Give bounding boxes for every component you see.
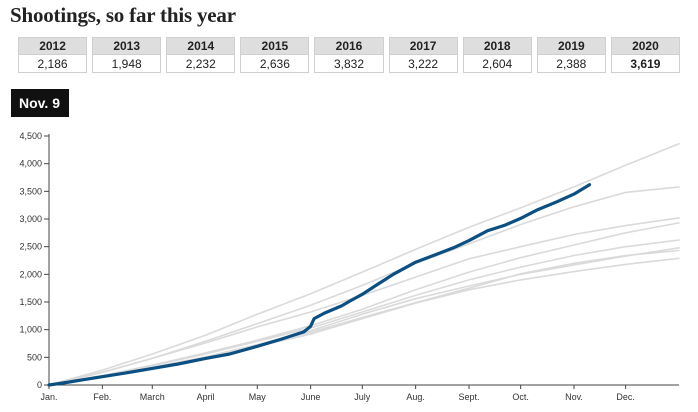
year-header-2014: 2014 <box>166 37 236 55</box>
year-total-2020: 3,619 <box>610 55 680 73</box>
x-tick-label: June <box>301 392 321 402</box>
x-tick-label: April <box>197 392 215 402</box>
y-tick-label: 0 <box>37 380 42 390</box>
x-tick-label: Feb. <box>93 392 111 402</box>
year-header-2020: 2020 <box>610 37 680 55</box>
x-tick-label: Sept. <box>458 392 479 402</box>
series-line-2017 <box>48 186 680 386</box>
series-line-2013 <box>48 257 680 386</box>
year-header-2015: 2015 <box>240 37 310 55</box>
year-total-2013: 1,948 <box>92 55 162 73</box>
shootings-line-chart: 0 500 1,000 1,500 2,000 2,500 3,000 3,500 4,000 4… <box>19 131 680 402</box>
y-tick-label: 500 <box>27 352 42 362</box>
x-tick-label: March <box>140 392 165 402</box>
table-header-row: 2012 2013 2014 2015 2016 2017 2018 2019 2020 <box>18 37 680 55</box>
y-tick-label: 4,500 <box>19 131 42 141</box>
year-header-2013: 2013 <box>92 37 162 55</box>
series-line-2016 <box>48 142 680 386</box>
y-tick-label: 2,500 <box>19 242 42 252</box>
year-total-2012: 2,186 <box>18 55 88 73</box>
y-tick-label: 3,000 <box>19 214 42 224</box>
x-tick-label: Oct. <box>512 392 529 402</box>
series-lines <box>47 142 680 387</box>
x-tick-label: Jan. <box>40 392 57 402</box>
year-total-2018: 2,604 <box>462 55 532 73</box>
x-tick-label: Aug. <box>406 392 425 402</box>
y-axis: 0 500 1,000 1,500 2,000 2,500 3,000 3,500 4,000 4… <box>19 131 50 390</box>
y-tick-label: 3,500 <box>19 186 42 196</box>
chart-title: Shootings, so far this year <box>10 3 236 27</box>
year-header-2019: 2019 <box>536 37 606 55</box>
x-tick-label: Dec. <box>616 392 635 402</box>
year-total-2019: 2,388 <box>536 55 606 73</box>
x-axis: Jan. Feb. March April May June July Aug. Sept. Oc… <box>40 384 679 402</box>
year-header-2017: 2017 <box>388 37 458 55</box>
date-badge: Nov. 9 <box>11 89 69 117</box>
year-header-2018: 2018 <box>462 37 532 55</box>
y-tick-label: 4,000 <box>19 159 42 169</box>
x-tick-label: July <box>354 392 371 402</box>
y-tick-label: 1,500 <box>19 297 42 307</box>
year-total-2016: 3,832 <box>314 55 384 73</box>
year-header-2012: 2012 <box>18 37 88 55</box>
year-total-2014: 2,232 <box>166 55 236 73</box>
x-tick-label: May <box>249 392 267 402</box>
year-header-2016: 2016 <box>314 37 384 55</box>
y-tick-label: 1,000 <box>19 325 42 335</box>
x-tick-label: Nov. <box>565 392 583 402</box>
year-total-2015: 2,636 <box>240 55 310 73</box>
y-tick-label: 2,000 <box>19 269 42 279</box>
yearly-totals-table: 2012 2013 2014 2015 2016 2017 2018 2019 2020 2,1… <box>13 37 685 73</box>
series-line-2020 <box>47 183 592 387</box>
series-line-2018 <box>48 239 680 386</box>
table-row: 2,186 1,948 2,232 2,636 3,832 3,222 2,604 2,388… <box>18 55 680 73</box>
year-total-2017: 3,222 <box>388 55 458 73</box>
